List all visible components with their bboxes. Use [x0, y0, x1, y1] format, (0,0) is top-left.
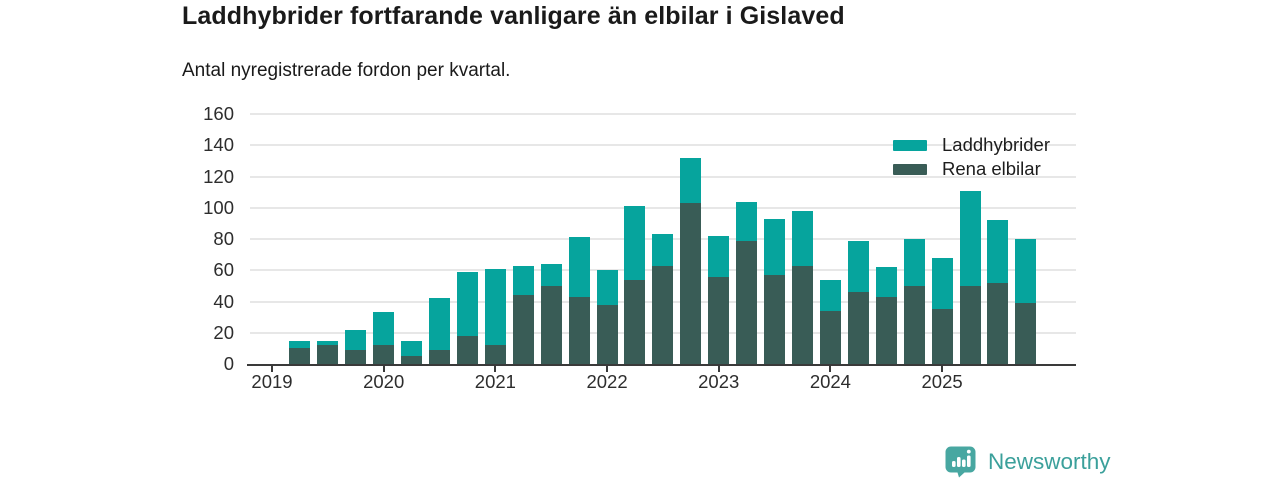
y-axis-label: 60 — [213, 259, 234, 281]
y-axis-label: 120 — [203, 165, 234, 187]
x-axis-tick — [382, 366, 385, 372]
bar-segment-rena-elbilar — [680, 203, 702, 364]
bar-segment-laddhybrider — [317, 340, 339, 346]
bar-segment-laddhybrider — [764, 218, 786, 275]
legend-swatch — [893, 139, 927, 151]
bar-segment-laddhybrider — [1015, 239, 1037, 304]
bar-segment-rena-elbilar — [568, 296, 590, 364]
bar-segment-rena-elbilar — [512, 295, 534, 364]
bar-segment-laddhybrider — [345, 329, 367, 350]
x-axis-label: 2020 — [363, 371, 405, 392]
bar-segment-laddhybrider — [456, 271, 478, 336]
bar-segment-rena-elbilar — [959, 285, 981, 364]
brand-logo: Newsworthy — [945, 446, 1111, 478]
x-axis-tick — [271, 366, 273, 372]
bar-segment-rena-elbilar — [875, 296, 897, 364]
bar-segment-rena-elbilar — [456, 335, 478, 364]
gridline — [250, 175, 1076, 178]
legend-swatch — [893, 163, 927, 175]
legend-label: Rena elbilar — [942, 158, 1041, 179]
x-axis-labels: 2019 2020 2021 2022 2023 2024 2025 — [250, 371, 1076, 395]
x-axis-tick — [606, 366, 609, 372]
bar-segment-rena-elbilar — [289, 348, 311, 364]
plot-area — [247, 113, 1076, 372]
bar-segment-rena-elbilar — [596, 304, 618, 364]
x-axis-label: 2021 — [474, 371, 516, 392]
brand-name: Newsworthy — [988, 449, 1111, 474]
bar-segment-rena-elbilar — [317, 345, 339, 364]
legend: Laddhybrider Rena elbilar — [893, 133, 1050, 181]
bar-segment-laddhybrider — [401, 340, 423, 357]
bar-segment-laddhybrider — [568, 237, 590, 297]
x-axis-tick — [941, 366, 944, 372]
bar-segment-rena-elbilar — [652, 265, 674, 364]
bar-segment-laddhybrider — [596, 270, 618, 305]
bar-segment-rena-elbilar — [540, 285, 562, 364]
page-subtitle: Antal nyregistrerade fordon per kvartal. — [182, 60, 511, 81]
legend-label: Laddhybrider — [942, 134, 1050, 155]
bar-segment-laddhybrider — [429, 298, 451, 350]
bar-segment-laddhybrider — [373, 312, 395, 346]
bar-segment-rena-elbilar — [345, 349, 367, 364]
x-axis-label: 2023 — [698, 371, 740, 392]
bar-segment-rena-elbilar — [764, 274, 786, 364]
bar-segment-laddhybrider — [652, 234, 674, 266]
bar-segment-rena-elbilar — [1015, 303, 1037, 364]
bar-segment-rena-elbilar — [708, 276, 730, 364]
y-axis-label: 40 — [213, 290, 234, 312]
page-title: Laddhybrider fortfarande vanligare än el… — [182, 2, 845, 30]
bar-segment-laddhybrider — [791, 210, 813, 266]
bar-segment-laddhybrider — [819, 279, 841, 311]
bar-segment-laddhybrider — [903, 239, 925, 286]
y-axis-labels: 0 20 40 60 80 100 120 140 160 — [168, 0, 234, 480]
gridline — [250, 206, 1076, 209]
bar-segment-laddhybrider — [987, 220, 1009, 283]
y-axis-label: 20 — [213, 321, 234, 343]
bar-segment-laddhybrider — [736, 201, 758, 241]
x-axis-label: 2022 — [586, 371, 628, 392]
bar-segment-rena-elbilar — [624, 279, 646, 364]
gridline — [250, 144, 1076, 147]
bar-segment-rena-elbilar — [484, 345, 506, 364]
bar-segment-rena-elbilar — [819, 310, 841, 364]
bar-segment-rena-elbilar — [736, 240, 758, 364]
x-axis-tick — [717, 366, 720, 372]
legend-item-laddhybrider: Laddhybrider — [893, 133, 1050, 157]
y-axis-label: 160 — [203, 103, 234, 124]
bar-segment-rena-elbilar — [791, 265, 813, 364]
x-axis-tick — [494, 366, 497, 372]
bar-segment-laddhybrider — [931, 257, 953, 310]
y-axis-label: 140 — [203, 134, 234, 156]
x-axis-line — [247, 363, 1076, 366]
y-axis-label: 0 — [223, 353, 234, 374]
bar-segment-laddhybrider — [512, 265, 534, 296]
x-axis-label: 2025 — [921, 371, 963, 392]
bar-segment-rena-elbilar — [931, 309, 953, 364]
bar-segment-laddhybrider — [875, 267, 897, 297]
bar-segment-rena-elbilar — [373, 345, 395, 364]
bar-segment-laddhybrider — [847, 240, 869, 293]
bar-segment-laddhybrider — [484, 268, 506, 346]
bar-segment-rena-elbilar — [987, 282, 1009, 364]
bar-segment-rena-elbilar — [903, 285, 925, 364]
bar-segment-laddhybrider — [540, 264, 562, 286]
bar-segment-laddhybrider — [708, 235, 730, 277]
bar-segment-laddhybrider — [289, 340, 311, 349]
gridline — [250, 113, 1076, 115]
bar-segment-laddhybrider — [624, 206, 646, 280]
bar-segment-rena-elbilar — [429, 349, 451, 364]
legend-item-rena-elbilar: Rena elbilar — [893, 157, 1050, 181]
bar-segment-laddhybrider — [680, 157, 702, 204]
y-axis-label: 80 — [213, 228, 234, 249]
x-axis-label: 2024 — [809, 371, 851, 392]
bar-segment-laddhybrider — [959, 190, 981, 286]
y-axis-label: 100 — [203, 196, 234, 218]
bar-segment-rena-elbilar — [401, 356, 423, 364]
newsworthy-logo-icon — [945, 446, 976, 478]
x-axis-tick — [829, 366, 832, 372]
x-axis-label: 2019 — [251, 371, 293, 392]
bar-segment-rena-elbilar — [847, 292, 869, 364]
